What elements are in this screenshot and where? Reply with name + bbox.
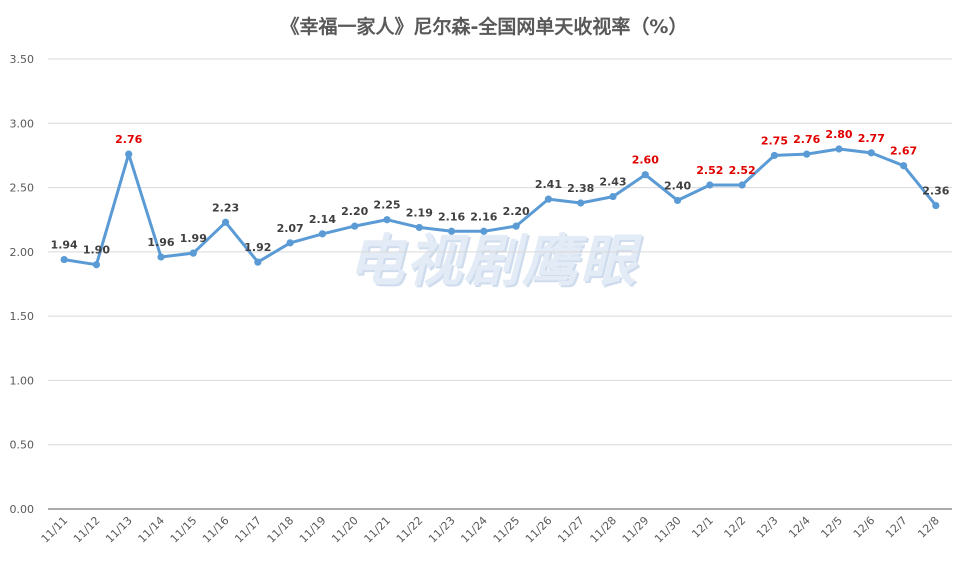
data-label: 2.80 <box>825 128 852 141</box>
data-point <box>254 258 262 266</box>
data-point <box>803 150 811 158</box>
data-point <box>189 249 197 257</box>
x-tick-label: 11/16 <box>200 514 232 546</box>
data-point <box>318 230 327 238</box>
data-point <box>899 162 908 170</box>
y-tick-label: 0.50 <box>10 439 35 452</box>
x-tick-label: 11/25 <box>491 514 523 546</box>
data-label: 2.41 <box>535 178 562 191</box>
x-tick-label: 11/30 <box>652 514 684 546</box>
x-tick-label: 12/1 <box>689 514 716 541</box>
x-tick-label: 12/3 <box>754 514 781 541</box>
x-tick-label: 11/19 <box>297 514 329 546</box>
data-label: 2.43 <box>599 176 626 189</box>
data-point <box>92 261 101 269</box>
y-tick-label: 0.00 <box>10 503 35 516</box>
data-label: 2.23 <box>212 201 239 214</box>
data-point <box>383 216 391 224</box>
data-label: 2.20 <box>341 205 368 218</box>
data-label: 2.25 <box>373 199 400 212</box>
x-tick-label: 11/26 <box>523 514 555 546</box>
data-point <box>673 196 682 205</box>
data-point <box>706 181 714 189</box>
data-point <box>157 253 165 261</box>
data-label: 1.94 <box>51 239 78 252</box>
x-tick-label: 11/17 <box>232 514 264 546</box>
x-tick-label: 11/12 <box>71 514 103 546</box>
data-label: 2.38 <box>567 182 594 195</box>
x-tick-label: 12/6 <box>851 514 878 541</box>
data-label: 2.36 <box>922 185 949 198</box>
x-tick-label: 11/24 <box>458 514 490 546</box>
data-point <box>641 171 649 179</box>
y-tick-label: 2.50 <box>10 182 35 195</box>
data-label: 2.16 <box>438 210 465 223</box>
data-point <box>544 195 553 203</box>
data-point <box>480 227 488 235</box>
x-tick-label: 11/11 <box>39 514 71 546</box>
y-tick-label: 3.00 <box>10 117 35 130</box>
data-label: 2.76 <box>793 133 820 146</box>
x-tick-label: 11/28 <box>588 514 620 546</box>
x-tick-label: 12/7 <box>883 514 910 541</box>
x-tick-label: 11/15 <box>168 514 200 546</box>
x-tick-label: 12/4 <box>786 514 813 541</box>
chart-title: 《幸福一家人》尼尔森-全国网单天收视率（%） <box>280 16 688 38</box>
data-point <box>125 150 133 158</box>
x-tick-label: 12/5 <box>818 514 845 541</box>
x-tick-label: 11/21 <box>362 514 394 546</box>
x-tick-label: 11/27 <box>555 514 587 546</box>
data-label: 2.60 <box>632 154 659 167</box>
watermark-logo: 电视剧鹰眼 <box>348 229 638 294</box>
data-label: 2.16 <box>470 210 497 223</box>
data-point <box>770 151 779 160</box>
x-tick-label: 11/14 <box>136 514 168 546</box>
data-label: 1.92 <box>244 241 271 254</box>
data-label: 2.52 <box>696 164 723 177</box>
x-tick-label: 12/8 <box>915 514 942 541</box>
data-label: 2.19 <box>406 206 433 219</box>
data-label: 2.40 <box>664 179 691 192</box>
data-point <box>415 223 423 232</box>
data-point <box>60 255 68 264</box>
x-tick-label: 11/13 <box>103 514 135 546</box>
data-label: 2.07 <box>277 222 304 235</box>
y-tick-label: 2.00 <box>10 246 35 259</box>
x-tick-label: 11/29 <box>620 514 652 546</box>
data-label: 2.20 <box>503 205 530 218</box>
data-label: 2.14 <box>309 213 336 226</box>
data-label: 1.99 <box>180 232 207 245</box>
data-label: 2.52 <box>729 164 756 177</box>
data-label: 2.77 <box>858 132 885 145</box>
y-tick-label: 3.50 <box>10 53 35 66</box>
data-point <box>932 201 940 210</box>
data-label: 1.90 <box>83 244 110 257</box>
x-tick-label: 12/2 <box>722 514 749 541</box>
data-point <box>609 192 617 201</box>
data-label: 2.76 <box>115 133 142 146</box>
data-point <box>835 145 843 153</box>
x-tick-label: 11/18 <box>265 514 297 546</box>
data-point <box>447 227 456 235</box>
y-tick-label: 1.00 <box>10 374 35 387</box>
data-point <box>577 199 585 207</box>
data-point <box>738 181 746 189</box>
data-label: 2.75 <box>761 134 788 147</box>
data-point <box>351 222 359 230</box>
data-point <box>286 239 294 247</box>
data-point <box>512 222 520 230</box>
series-line <box>63 147 938 267</box>
data-label: 1.96 <box>147 236 174 249</box>
x-tick-label: 11/20 <box>329 514 361 546</box>
data-point <box>867 149 875 157</box>
data-point <box>221 218 230 226</box>
x-tick-label: 11/22 <box>394 514 426 546</box>
data-label: 2.67 <box>890 145 917 158</box>
y-tick-label: 1.50 <box>10 310 35 323</box>
x-tick-label: 11/23 <box>426 514 458 546</box>
